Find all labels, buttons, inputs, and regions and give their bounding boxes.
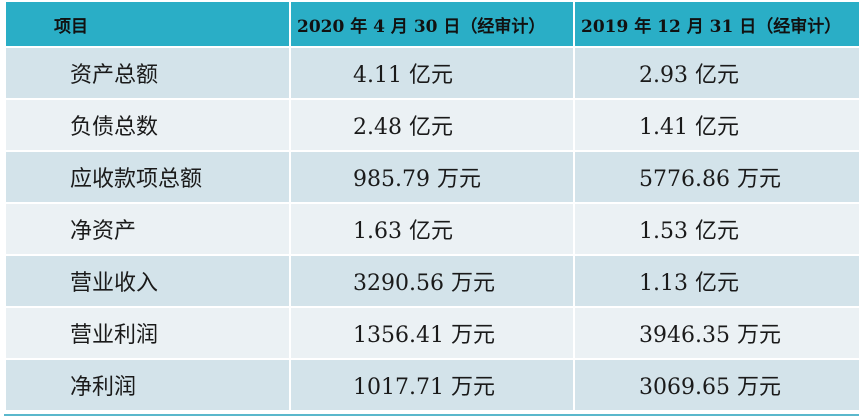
row-value-2019: 1.53 亿元 [573,202,861,256]
row-item: 营业利润 [4,306,291,360]
row-value-2019: 2.93 亿元 [573,46,861,100]
row-value-2020: 3290.56 万元 [289,254,575,308]
row-value-2019: 3946.35 万元 [573,306,861,360]
table-row: 营业利润 1356.41 万元 3946.35 万元 [4,306,861,360]
row-value-2019: 1.13 亿元 [573,254,861,308]
table-row: 营业收入 3290.56 万元 1.13 亿元 [4,254,861,308]
header-2020: 2020 年 4 月 30 日（经审计） [289,0,575,48]
table-row: 资产总额 4.11 亿元 2.93 亿元 [4,46,861,100]
table-row: 负债总数 2.48 亿元 1.41 亿元 [4,98,861,152]
header-2019: 2019 年 12 月 31 日（经审计） [573,0,861,48]
table-row: 应收款项总额 985.79 万元 5776.86 万元 [4,150,861,204]
row-value-2019: 5776.86 万元 [573,150,861,204]
row-value-2020: 1017.71 万元 [289,358,575,412]
row-value-2020: 2.48 亿元 [289,98,575,152]
financial-summary-table: 项目 2020 年 4 月 30 日（经审计） 2019 年 12 月 31 日… [4,0,861,412]
row-value-2020: 4.11 亿元 [289,46,575,100]
row-item: 营业收入 [4,254,291,308]
table-bottom-border [4,414,859,416]
row-value-2020: 1.63 亿元 [289,202,575,256]
table-header-row: 项目 2020 年 4 月 30 日（经审计） 2019 年 12 月 31 日… [4,0,861,48]
table-row: 净资产 1.63 亿元 1.53 亿元 [4,202,861,256]
financial-table-container: 项目 2020 年 4 月 30 日（经审计） 2019 年 12 月 31 日… [4,0,861,412]
row-item: 应收款项总额 [4,150,291,204]
row-item: 资产总额 [4,46,291,100]
table-row: 净利润 1017.71 万元 3069.65 万元 [4,358,861,412]
row-item: 负债总数 [4,98,291,152]
row-value-2020: 985.79 万元 [289,150,575,204]
row-value-2019: 1.41 亿元 [573,98,861,152]
header-item: 项目 [4,0,291,48]
row-value-2020: 1356.41 万元 [289,306,575,360]
row-item: 净资产 [4,202,291,256]
row-value-2019: 3069.65 万元 [573,358,861,412]
row-item: 净利润 [4,358,291,412]
